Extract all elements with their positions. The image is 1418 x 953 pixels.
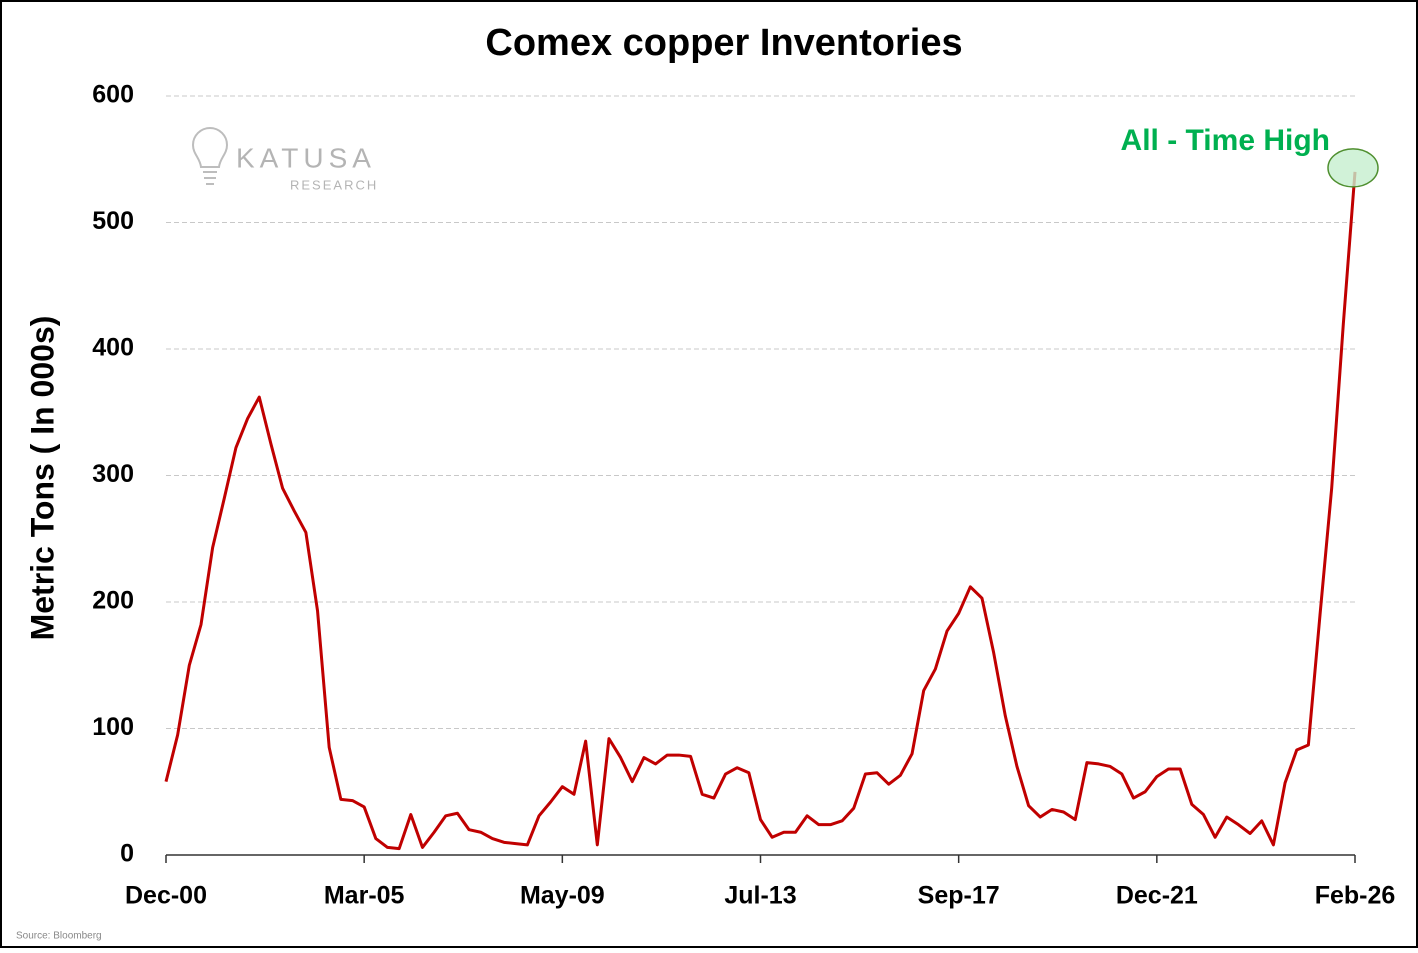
chart-title: Comex copper Inventories: [485, 22, 962, 64]
x-tick-label: Mar-05: [324, 882, 405, 910]
x-tick-label: Dec-00: [125, 882, 207, 910]
highlight-ellipse: [1327, 148, 1379, 188]
annotation: All - Time High: [1121, 124, 1330, 157]
y-axis-title: Metric Tons ( In 000s): [24, 316, 60, 641]
y-tick-label: 200: [92, 587, 134, 615]
x-tick-label: Dec-21: [1116, 882, 1198, 910]
y-tick-label: 100: [92, 713, 134, 741]
x-tick-label: May-09: [520, 882, 605, 910]
x-tick-label: Feb-26: [1315, 882, 1396, 910]
y-tick-label: 600: [92, 81, 134, 109]
y-tick-label: 0: [120, 840, 134, 868]
y-tick-label: 500: [92, 207, 134, 235]
data-line: [164, 171, 1357, 851]
source-note: Source: Bloomberg: [16, 931, 102, 942]
y-tick-label: 300: [92, 460, 134, 488]
y-tick-label: 400: [92, 334, 134, 362]
x-tick-label: Sep-17: [918, 882, 1000, 910]
logo-bulb: [191, 126, 229, 168]
logo-name: KATUSA: [236, 142, 376, 173]
logo-base: [203, 171, 217, 185]
logo-tagline: RESEARCH: [290, 177, 378, 192]
logo: KATUSA RESEARCH: [191, 126, 378, 192]
x-tick-label: Jul-13: [724, 882, 796, 910]
